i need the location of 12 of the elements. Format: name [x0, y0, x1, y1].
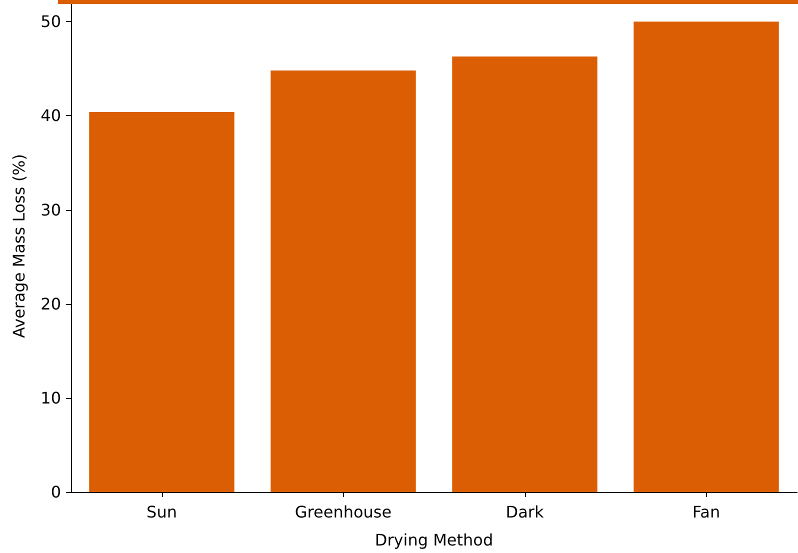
y-tick-label: 40 — [40, 106, 61, 126]
y-tick-label: 20 — [40, 294, 61, 314]
y-tick-label: 10 — [40, 388, 61, 408]
y-tick-label: 30 — [40, 200, 61, 220]
x-tick-label: Fan — [692, 502, 720, 522]
x-tick-label: Sun — [146, 502, 177, 522]
x-axis-title: Drying Method — [374, 530, 494, 550]
x-tick-label: Greenhouse — [294, 502, 392, 522]
x-tick-label: Dark — [506, 502, 544, 522]
y-tick-label: 0 — [50, 482, 61, 502]
y-tick-label: 50 — [40, 12, 61, 32]
y-axis-title: Average Mass Loss (%) — [10, 154, 28, 338]
